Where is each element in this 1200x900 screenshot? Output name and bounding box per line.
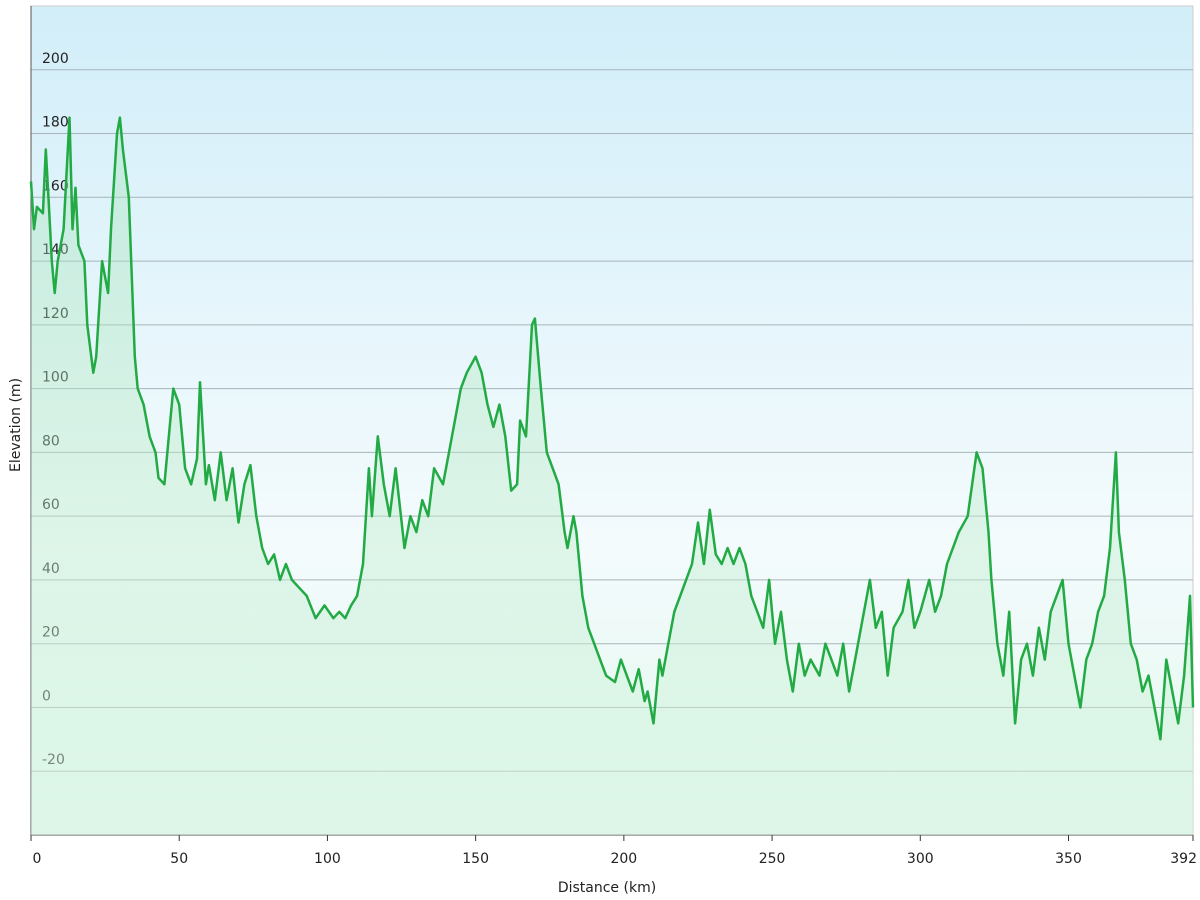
area-fill — [31, 117, 1193, 836]
x-tick-label: 100 — [314, 851, 341, 867]
x-tick-label: 50 — [170, 851, 188, 867]
x-tick-label: 200 — [610, 851, 637, 867]
x-tick-label: 250 — [759, 851, 786, 867]
x-tick-label: 0 — [33, 851, 42, 867]
x-tick-label: 300 — [907, 851, 934, 867]
x-tick-label: 392 — [1170, 851, 1197, 867]
elevation-line — [29, 116, 1195, 741]
x-axis-title: Distance (km) — [558, 880, 656, 896]
y-tick-label: 200 — [42, 51, 69, 67]
x-tick-label: 150 — [462, 851, 489, 867]
x-tick-label: 350 — [1055, 851, 1082, 867]
y-axis-title: Elevation (m) — [8, 378, 24, 472]
y-tick-label: 180 — [42, 115, 69, 131]
